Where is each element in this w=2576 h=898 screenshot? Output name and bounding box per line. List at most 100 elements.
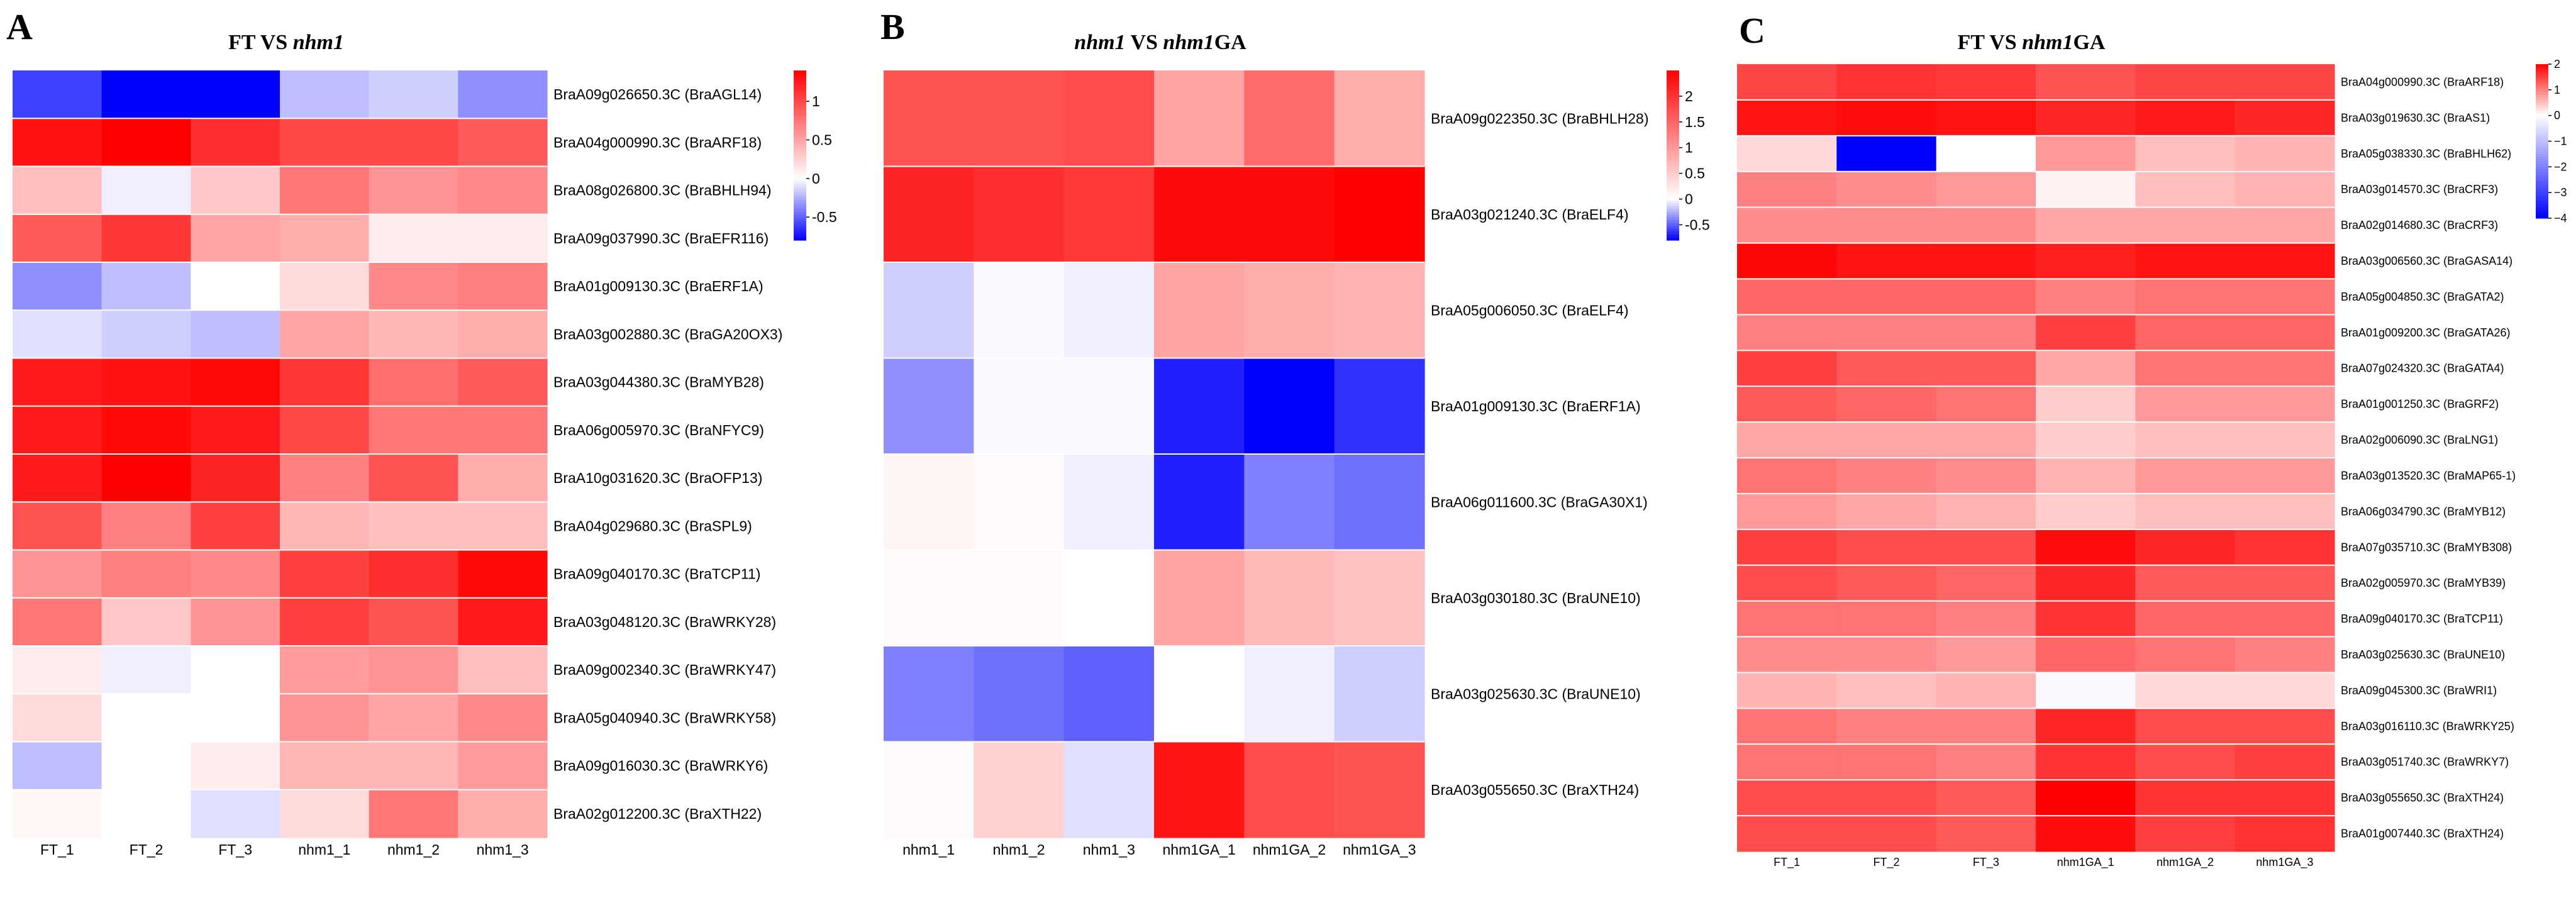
heatmap-cell [1737, 601, 1837, 638]
heatmap-cell [2135, 422, 2236, 458]
heatmap-cell [13, 118, 103, 167]
colorbar-segment [2536, 136, 2548, 140]
heatmap-cell [1334, 262, 1425, 359]
colorbar-segment [2536, 192, 2548, 196]
heatmap-cell [1063, 454, 1155, 551]
colorbar-tick-label: 1 [812, 93, 820, 109]
colorbar-segment [794, 201, 806, 204]
heatmap-cell [101, 310, 191, 359]
colorbar-segment [1667, 172, 1679, 176]
colorbar-tick-label: −4 [2554, 212, 2567, 224]
row-label: BraA04g000990.3C (BraARF18) [2341, 75, 2504, 88]
heatmap-cell [280, 118, 370, 167]
heatmap-cell [2036, 780, 2136, 816]
heatmap-cell [13, 694, 103, 743]
row-label: BraA05g004850.3C (BraGATA2) [2341, 291, 2504, 303]
heatmap-cell [2036, 243, 2136, 280]
colorbar-segment [1667, 209, 1679, 213]
panel-letter: A [6, 6, 33, 47]
column-label: FT_2 [1873, 856, 1899, 869]
heatmap-cell [2036, 386, 2136, 423]
colorbar-segment [794, 209, 806, 213]
colorbar-segment [2536, 182, 2548, 186]
column-labels: FT_1 FT_2 FT_3 nhm1_1 nhm1_2 nhm1_3 [40, 841, 529, 858]
colorbar-segment [2536, 187, 2548, 191]
colorbar-tick-label: 1 [1685, 140, 1693, 156]
colorbar-segment [794, 169, 806, 173]
colorbar-segment [794, 82, 806, 86]
colorbar-segment [2536, 210, 2548, 214]
colorbar-segment [794, 110, 806, 114]
heatmap-cell [1737, 529, 1837, 566]
colorbar-segment [2536, 103, 2548, 106]
heatmap-cell [2135, 279, 2236, 315]
panel-title: FT VS nhm1 [228, 31, 344, 54]
colorbar-segment [2536, 82, 2548, 86]
colorbar-segment [1667, 87, 1679, 91]
heatmap-cell [2135, 493, 2236, 530]
heatmap-cell [1063, 358, 1155, 455]
colorbar-tick-label: 0.5 [1685, 165, 1705, 182]
heatmap-cell [2235, 243, 2335, 280]
heatmap-cell [974, 166, 1065, 263]
heatmap-cell [1836, 636, 1937, 674]
heatmap-cell [458, 550, 548, 599]
heatmap-cell [1154, 70, 1245, 167]
colorbar-segment [1667, 184, 1679, 187]
colorbar-segment [1667, 203, 1679, 207]
heatmap-cell [2135, 171, 2236, 208]
heatmap-cell [191, 454, 280, 502]
colorbar-segment [2536, 113, 2548, 116]
colorbar-segment [794, 113, 806, 116]
heatmap-cell [458, 214, 548, 263]
colorbar-segment [2536, 159, 2548, 162]
column-label: nhm1_3 [1083, 841, 1135, 858]
colorbar-segment [794, 124, 806, 128]
colorbar-segment [1667, 116, 1679, 119]
heatmap-cell [369, 550, 458, 599]
colorbar-segment [1667, 180, 1679, 184]
heatmap-cell [191, 262, 280, 311]
colorbar-segment [1667, 141, 1679, 145]
heatmap-cell [1737, 207, 1837, 244]
row-label: BraA03g055650.3C (BraXTH24) [2341, 792, 2504, 804]
panel-letter: C [1739, 10, 1765, 51]
row-label: BraA09g040170.3C (BraTCP11) [2341, 613, 2503, 625]
colorbar-segment [2536, 69, 2548, 72]
column-label: nhm1GA_3 [1343, 841, 1416, 858]
heatmap-cell [1737, 171, 1837, 208]
heatmap-cell [2235, 207, 2335, 244]
heatmap-cell [13, 741, 103, 790]
heatmap-cell [1334, 454, 1425, 551]
colorbar-segment [1667, 79, 1679, 82]
panel-a: A FT VS nhm1 BraA09g026650.3C (BraAGL14)… [6, 6, 837, 858]
heatmap-cell [1836, 708, 1937, 745]
colorbar-segment [1667, 164, 1679, 167]
colorbar-segment [1667, 237, 1679, 241]
heatmap-cell [1936, 780, 2036, 816]
colorbar-segment [2536, 67, 2548, 70]
heatmap-cell [1737, 816, 1837, 852]
colorbar-segment [794, 133, 806, 136]
row-label: BraA02g006090.3C (BraLNG1) [2341, 434, 2498, 446]
heatmap-cell [1836, 64, 1937, 101]
colorbar-segment [2536, 128, 2548, 131]
heatmap-cell [1936, 64, 2036, 101]
colorbar-segment [1667, 231, 1679, 235]
heatmap-cell [13, 70, 103, 119]
heatmap-cell [1836, 386, 1937, 423]
colorbar-segment [794, 121, 806, 125]
heatmap-cell [2135, 744, 2236, 780]
heatmap-cell [1836, 135, 1937, 172]
heatmap-cell [369, 646, 458, 694]
heatmap-cell [1334, 358, 1425, 455]
colorbar-segment [1667, 93, 1679, 97]
colorbar-segment [1667, 70, 1679, 74]
colorbar-segment [1667, 214, 1679, 218]
colorbar-segment [2536, 177, 2548, 180]
heatmap-cell [369, 214, 458, 263]
colorbar-segment [1667, 150, 1679, 153]
colorbar-tick-label: 2 [1685, 88, 1693, 104]
colorbar-segment [1667, 206, 1679, 210]
colorbar-segment [1667, 144, 1679, 148]
